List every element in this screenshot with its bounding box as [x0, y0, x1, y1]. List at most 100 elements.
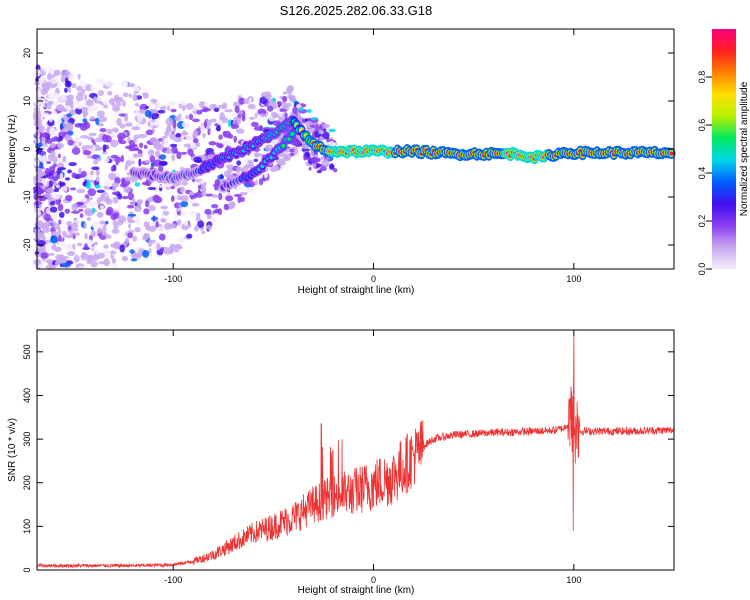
- spectrogram-cell: [94, 249, 100, 255]
- spectrogram-cell: [295, 104, 302, 109]
- snr-y-tick-label: 200: [22, 475, 32, 490]
- spectrogram-cell: [181, 121, 190, 128]
- spectrogram-cell: [125, 160, 132, 167]
- spectrogram-cell: [192, 130, 199, 138]
- spectrogram-cell: [127, 213, 137, 217]
- spectrogram-cell: [126, 204, 135, 209]
- spectrogram-cell: [152, 109, 157, 114]
- colorbar-gradient: [712, 29, 736, 269]
- spectrogram-cell: [70, 227, 79, 232]
- spectrogram-cell: [64, 105, 72, 110]
- spectrogram-cell: [71, 222, 79, 229]
- spectrogram-y-label: Frequency (Hz): [7, 115, 18, 184]
- spectrogram-cell: [66, 113, 72, 118]
- spectrogram-cell: [53, 72, 57, 77]
- spectrogram-cell: [57, 167, 66, 171]
- spectrogram-cell: [118, 215, 127, 224]
- spectrogram-cell: [111, 182, 120, 188]
- spectrogram-cell: [310, 149, 314, 157]
- spectrogram-cell: [205, 193, 214, 197]
- spectrogram-cell: [90, 230, 96, 238]
- spectrogram-cell: [137, 199, 143, 205]
- spectrogram-cell: [132, 86, 141, 92]
- spectrogram-cell: [45, 259, 53, 264]
- spectrogram-cell: [87, 188, 97, 197]
- spectrogram-cell: [212, 103, 217, 108]
- spectrogram-cell: [149, 155, 156, 164]
- spectrogram-cell: [34, 182, 44, 187]
- spectrogram-cell: [197, 220, 205, 228]
- spectrogram-cell: [61, 262, 71, 268]
- spectrogram-cell: [227, 134, 234, 139]
- spectrogram-cell: [78, 167, 82, 175]
- spectrogram-cell: [322, 128, 327, 132]
- spectrogram-cell: [203, 120, 207, 128]
- spectrogram-cell: [135, 109, 140, 117]
- snr-x-axis: -100 0 100: [164, 330, 581, 585]
- spectrogram-cell: [134, 182, 141, 187]
- spectrogram-cell: [87, 136, 94, 141]
- spectrogram-cell: [38, 171, 46, 176]
- spectrogram-cell: [132, 93, 138, 102]
- spectrogram-cell: [73, 254, 80, 263]
- spectrogram-cell: [76, 242, 83, 247]
- spectrogram-cell: [102, 144, 107, 153]
- spectrogram-cell: [47, 196, 54, 202]
- spectrogram-cell: [91, 166, 100, 171]
- spectrogram-cell: [41, 168, 46, 172]
- spectrogram-cell: [160, 205, 168, 210]
- spectrogram-y-tick-label: -10: [22, 190, 32, 203]
- spectrogram-cell: [55, 184, 61, 189]
- spectrogram-cell: [105, 135, 112, 143]
- spectrogram-cell: [167, 100, 176, 107]
- spectrogram-cell: [37, 125, 45, 133]
- spectrogram-cell: [103, 196, 109, 203]
- spectrogram-cell: [82, 118, 88, 123]
- spectrogram-cell: [143, 144, 148, 149]
- spectrogram-cell: [39, 263, 45, 270]
- spectrogram-cell: [293, 142, 300, 147]
- spectrogram-cell: [147, 187, 156, 190]
- spectrogram-cell: [121, 195, 129, 200]
- spectrogram-cell: [151, 119, 156, 123]
- spectrogram-x-axis: -100 0 100: [164, 29, 581, 284]
- spectrogram-cell: [155, 226, 165, 231]
- spectrogram-cell: [63, 244, 73, 251]
- spectrogram-cell: [145, 105, 150, 109]
- snr-y-tick-label: 100: [22, 519, 32, 534]
- spectrogram-cell: [180, 212, 187, 216]
- spectrogram-cell: [115, 100, 121, 108]
- spectrogram-cell: [58, 95, 67, 103]
- spectrogram-cell: [222, 140, 232, 146]
- spectrogram-cell: [67, 169, 72, 174]
- spectrogram-cell: [112, 196, 119, 204]
- spectrogram-cell: [39, 161, 44, 169]
- spectrogram-cell: [148, 239, 153, 248]
- spectrogram-cell: [156, 243, 161, 251]
- spectrogram-cell: [58, 234, 62, 242]
- spectrogram-cell: [96, 97, 103, 102]
- spectrogram-cell: [133, 138, 138, 143]
- spectrogram-cell: [180, 195, 189, 202]
- spectrogram-cell: [282, 91, 288, 95]
- spectrogram-cell: [44, 167, 50, 176]
- colorbar: 0.0 0.2 0.4 0.6 0.8 Normalized spectral ampl…: [697, 29, 750, 275]
- spectrogram-cell: [89, 170, 95, 176]
- spectrogram-cell: [41, 227, 51, 233]
- spectrogram-cell: [85, 99, 94, 107]
- spectrogram-cell: [225, 164, 235, 169]
- spectrogram-cell: [33, 201, 43, 206]
- spectrogram-cell: [133, 134, 141, 140]
- spectrogram-cell: [41, 132, 49, 138]
- spectrogram-cell: [123, 114, 129, 122]
- spectrogram-cell: [64, 208, 71, 214]
- spectrogram-ridge-point: [669, 151, 674, 156]
- spectrogram-cell: [82, 197, 87, 203]
- spectrogram-cell: [133, 205, 142, 212]
- spectrogram-cell: [181, 180, 189, 186]
- spectrogram-cell: [67, 139, 75, 146]
- spectrogram-cell: [204, 102, 209, 108]
- spectrogram-secondary-ridge-point: [281, 143, 286, 148]
- spectrogram-cell: [152, 194, 160, 202]
- spectrogram-cell: [217, 208, 223, 216]
